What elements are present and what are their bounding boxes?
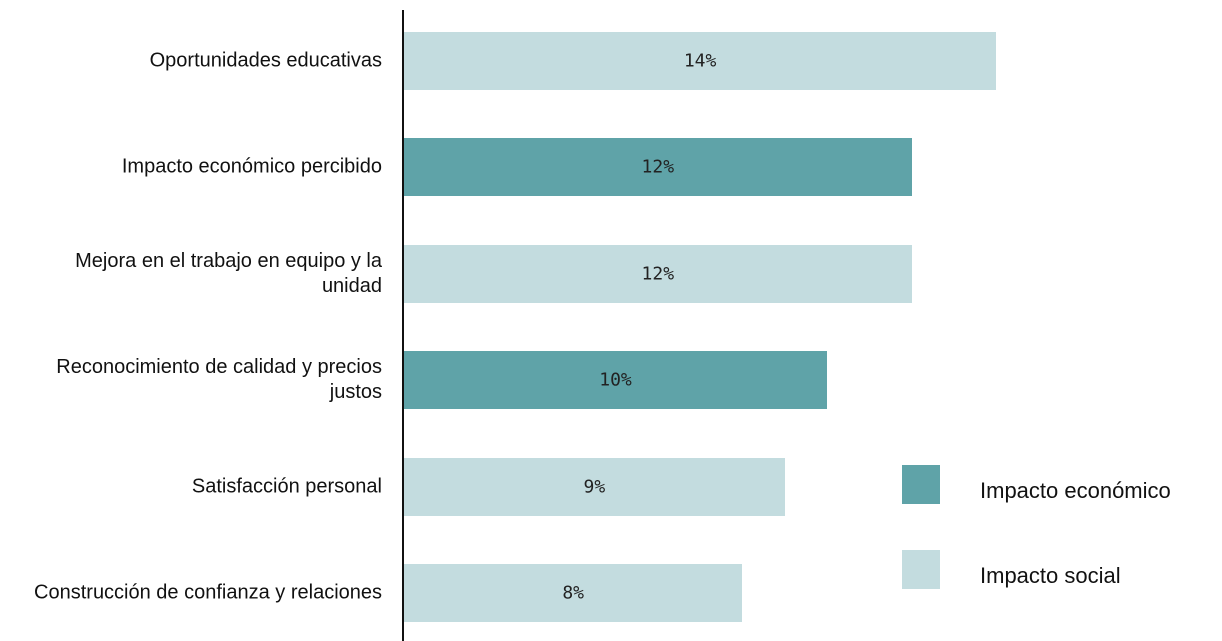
value-label: 12%: [641, 263, 675, 285]
legend-swatch: [902, 465, 940, 504]
legend-swatch: [902, 550, 940, 589]
category-label: Construcción de confianza y relaciones: [34, 581, 382, 604]
value-label: 10%: [599, 369, 632, 391]
legend-label: Impacto económico: [980, 478, 1171, 503]
axis-line: [402, 10, 404, 641]
value-label: 9%: [583, 476, 606, 498]
category-label: Oportunidades educativas: [149, 49, 382, 72]
category-label: Impacto económico percibido: [121, 155, 382, 178]
value-label: 14%: [683, 50, 717, 72]
value-label: 12%: [641, 156, 675, 178]
category-label: Reconocimiento de calidad y precios just…: [56, 356, 382, 404]
category-label: Mejora en el trabajo en equipo y la unid…: [75, 249, 382, 297]
bar: [404, 244, 912, 303]
category-label: Satisfacción personal: [191, 475, 382, 498]
bar: [404, 32, 997, 90]
bar: [404, 564, 743, 622]
legend-label: Impacto social: [980, 563, 1121, 588]
value-label: 8%: [562, 582, 585, 604]
bar: [404, 457, 785, 516]
bar: [404, 351, 827, 410]
bar: [404, 138, 912, 197]
